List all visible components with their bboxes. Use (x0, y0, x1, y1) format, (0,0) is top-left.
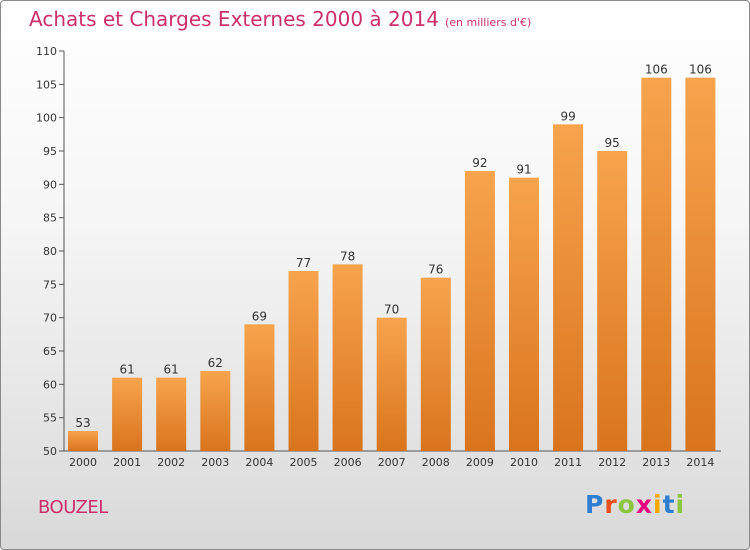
y-axis: 50 55 60 65 70 75 80 85 90 95 100 105 110 (36, 45, 65, 458)
bar-2011 (553, 124, 584, 451)
proxiti-logo: Proxiti (585, 490, 686, 519)
bar-2012 (597, 151, 628, 451)
x-tick-label-2013: 2013 (642, 456, 670, 469)
x-tick-label-2000: 2000 (69, 456, 97, 469)
chart-unit: (en milliers d'€) (444, 16, 532, 29)
bar-2014 (685, 77, 716, 452)
value-label-2013: 106 (645, 63, 668, 77)
x-axis: 2000 2001 2002 2003 2004 2005 2006 2007 2008 2009… (64, 450, 721, 469)
value-label-2000: 53 (75, 416, 90, 430)
bar-2000 (68, 431, 98, 451)
y-tick-label: 90 (43, 178, 57, 191)
bar-2009 (464, 171, 495, 451)
x-tick-label-2001: 2001 (113, 456, 141, 469)
bar-2013 (641, 77, 672, 452)
bars (68, 77, 716, 452)
bar-2002 (156, 377, 187, 451)
y-tick-label: 70 (43, 312, 57, 325)
value-label-2004: 69 (252, 309, 267, 323)
y-tick-label: 55 (43, 412, 57, 425)
value-label-2005: 77 (296, 256, 311, 270)
value-label-2009: 92 (472, 156, 487, 170)
value-label-2002: 61 (164, 363, 179, 377)
x-tick-label-2003: 2003 (201, 456, 229, 469)
value-label-2012: 95 (605, 136, 620, 150)
chart-title-text: Achats et Charges Externes 2000 à 2014 (29, 7, 439, 31)
bar-2010 (509, 177, 539, 451)
value-label-2010: 91 (516, 163, 531, 177)
value-label-2006: 78 (340, 249, 355, 263)
bar-2005 (288, 271, 319, 451)
x-tick-label-2005: 2005 (290, 456, 318, 469)
x-tick-label-2009: 2009 (466, 456, 494, 469)
bar-2006 (332, 264, 363, 451)
y-tick-label: 110 (36, 45, 57, 58)
value-label-2014: 106 (689, 63, 712, 77)
y-tick-label: 80 (43, 245, 57, 258)
value-label-2008: 76 (428, 263, 443, 277)
x-tick-label-2011: 2011 (554, 456, 582, 469)
y-tick-label: 50 (43, 445, 57, 458)
x-tick-label-2014: 2014 (686, 456, 714, 469)
chart-title: Achats et Charges Externes 2000 à 2014 (e… (29, 7, 531, 31)
bar-2003 (200, 371, 231, 451)
place-name: BOUZEL (38, 497, 108, 518)
x-tick-label-2006: 2006 (334, 456, 362, 469)
x-tick-label-2007: 2007 (378, 456, 406, 469)
value-label-2007: 70 (384, 303, 399, 317)
y-tick-label: 60 (43, 378, 57, 391)
value-label-2001: 61 (119, 363, 134, 377)
y-tick-label: 100 (36, 112, 57, 125)
x-tick-label-2012: 2012 (598, 456, 626, 469)
x-tick-label-2002: 2002 (157, 456, 185, 469)
bar-2004 (244, 324, 275, 451)
value-label-2003: 62 (208, 356, 223, 370)
y-tick-label: 85 (43, 212, 57, 225)
bar-2007 (376, 317, 407, 451)
x-tick-label-2010: 2010 (510, 456, 538, 469)
y-tick-label: 105 (36, 78, 57, 91)
bar-2001 (112, 377, 143, 451)
x-tick-label-2008: 2008 (422, 456, 450, 469)
y-tick-label: 95 (43, 145, 57, 158)
value-labels: 53 61 61 62 69 77 78 70 76 92 91 99 95 106 106 (75, 63, 711, 430)
y-tick-label: 65 (43, 345, 57, 358)
value-label-2011: 99 (560, 109, 575, 123)
y-tick-label: 75 (43, 278, 57, 291)
x-tick-label-2004: 2004 (245, 456, 273, 469)
bar-2008 (420, 277, 451, 451)
